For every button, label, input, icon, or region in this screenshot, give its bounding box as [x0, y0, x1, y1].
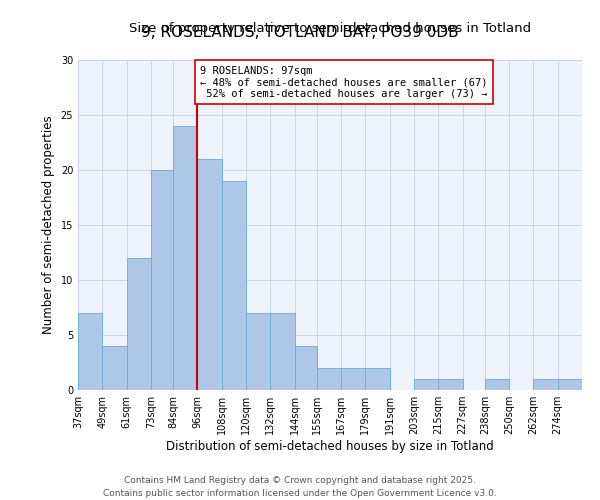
Bar — [127, 258, 151, 390]
Bar — [246, 313, 270, 390]
Bar — [102, 346, 127, 390]
Bar — [414, 379, 438, 390]
Bar — [173, 126, 197, 390]
Bar — [270, 313, 295, 390]
Bar — [533, 379, 558, 390]
Bar — [485, 379, 509, 390]
Bar — [222, 181, 246, 390]
Bar — [197, 159, 222, 390]
Bar — [365, 368, 390, 390]
Bar — [78, 313, 102, 390]
Bar — [317, 368, 341, 390]
Y-axis label: Number of semi-detached properties: Number of semi-detached properties — [42, 116, 55, 334]
Bar — [151, 170, 173, 390]
Bar — [341, 368, 365, 390]
Bar — [438, 379, 463, 390]
Text: Contains HM Land Registry data © Crown copyright and database right 2025.
Contai: Contains HM Land Registry data © Crown c… — [103, 476, 497, 498]
X-axis label: Distribution of semi-detached houses by size in Totland: Distribution of semi-detached houses by … — [166, 440, 494, 453]
Text: 9 ROSELANDS: 97sqm
← 48% of semi-detached houses are smaller (67)
 52% of semi-d: 9 ROSELANDS: 97sqm ← 48% of semi-detache… — [200, 66, 488, 98]
Text: 9, ROSELANDS, TOTLAND BAY, PO39 0DB: 9, ROSELANDS, TOTLAND BAY, PO39 0DB — [141, 25, 459, 40]
Title: Size of property relative to semi-detached houses in Totland: Size of property relative to semi-detach… — [129, 22, 531, 35]
Bar — [558, 379, 582, 390]
Bar — [295, 346, 317, 390]
